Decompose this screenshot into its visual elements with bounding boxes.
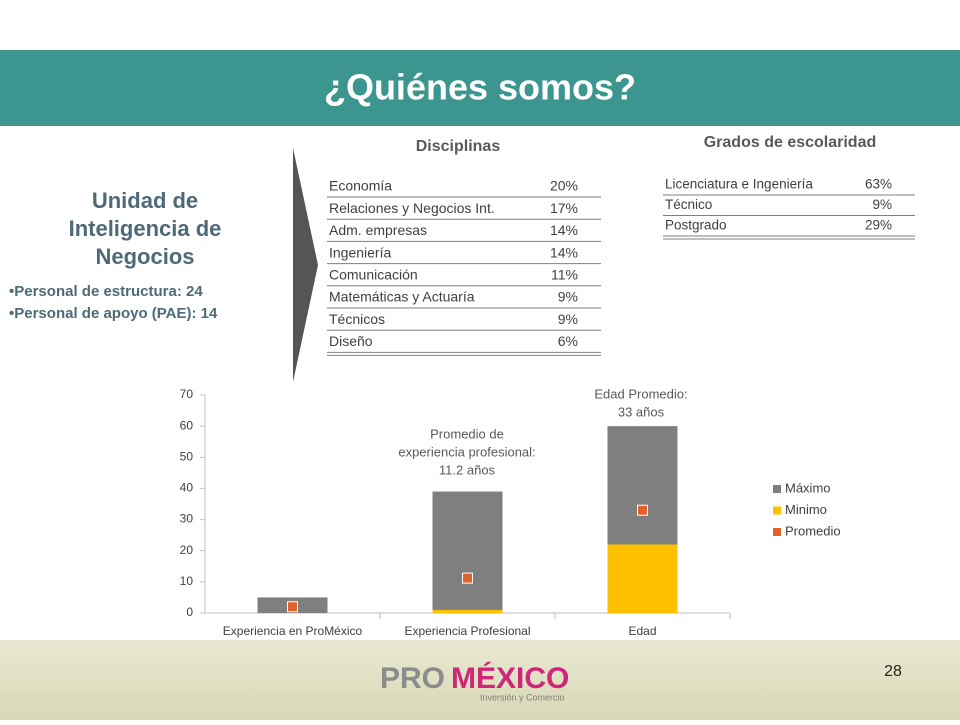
y-tick-label: 60 <box>180 418 194 432</box>
annotation: 33 años <box>618 404 665 419</box>
cell-label: Técnicos <box>329 311 385 327</box>
unit-title: Unidad de <box>92 188 198 213</box>
unit-title: Negocios <box>95 244 194 269</box>
cell-value: 9% <box>558 289 578 305</box>
y-tick-label: 20 <box>180 543 194 557</box>
cell-label: Relaciones y Negocios Int. <box>329 200 495 216</box>
y-tick-label: 40 <box>180 481 194 495</box>
bar <box>432 491 503 613</box>
cell-value: 14% <box>550 244 578 260</box>
table-title: Grados de escolaridad <box>704 134 877 151</box>
cell-value: 17% <box>550 200 578 216</box>
x-tick-label: Experiencia Profesional <box>404 624 530 638</box>
y-tick-label: 70 <box>180 387 194 401</box>
logo-pro: PRO <box>380 662 445 695</box>
legend-label: Minimo <box>785 502 827 517</box>
x-tick-label: Edad <box>628 624 656 638</box>
unit-title: Inteligencia de <box>69 216 222 241</box>
legend-label: Máximo <box>785 480 831 495</box>
cell-label: Economía <box>329 178 392 194</box>
bar <box>607 544 678 613</box>
y-tick-label: 30 <box>180 512 194 526</box>
cell-label: Diseño <box>329 333 373 349</box>
cell-label: Técnico <box>665 197 712 212</box>
cell-label: Ingeniería <box>329 244 391 260</box>
page-number: 28 <box>884 663 902 680</box>
legend-swatch <box>773 485 781 493</box>
cell-value: 20% <box>550 178 578 194</box>
annotation: Promedio de <box>430 426 504 441</box>
cell-label: Postgrado <box>665 218 727 233</box>
cell-value: 9% <box>558 311 578 327</box>
cell-value: 63% <box>865 177 892 192</box>
cell-value: 9% <box>872 197 892 212</box>
slide-title: ¿Quiénes somos? <box>324 67 636 108</box>
y-tick-label: 0 <box>186 605 193 619</box>
header-band <box>0 50 960 126</box>
logo-mexico: MÉXICO <box>451 661 569 695</box>
y-tick-label: 50 <box>180 449 194 463</box>
bullet: •Personal de apoyo (PAE): 14 <box>9 305 218 322</box>
annotation: experiencia profesional: <box>398 444 535 459</box>
chevron <box>293 148 318 382</box>
cell-label: Adm. empresas <box>329 222 427 238</box>
logo-tagline: Inversión y Comercio <box>480 692 565 702</box>
cell-label: Matemáticas y Actuaría <box>329 289 475 305</box>
bar <box>432 609 503 613</box>
marker <box>287 601 298 613</box>
legend-label: Promedio <box>785 523 841 538</box>
cell-label: Licenciatura e Ingeniería <box>665 177 813 192</box>
bullet: •Personal de estructura: 24 <box>9 283 203 300</box>
cell-value: 11% <box>551 267 578 283</box>
marker <box>637 504 648 516</box>
y-tick-label: 10 <box>180 574 194 588</box>
cell-label: Comunicación <box>329 267 418 283</box>
annotation: 11.2 años <box>439 462 496 477</box>
marker <box>462 572 473 584</box>
footer-band <box>0 640 960 720</box>
annotation: Edad Promedio: <box>594 386 687 401</box>
x-tick-label: Experiencia en ProMéxico <box>223 624 363 638</box>
cell-value: 6% <box>558 333 578 349</box>
cell-value: 14% <box>550 222 578 238</box>
table-title: Disciplinas <box>416 138 501 155</box>
legend-swatch <box>773 506 781 515</box>
legend-swatch <box>773 528 781 536</box>
cell-value: 29% <box>865 218 892 233</box>
